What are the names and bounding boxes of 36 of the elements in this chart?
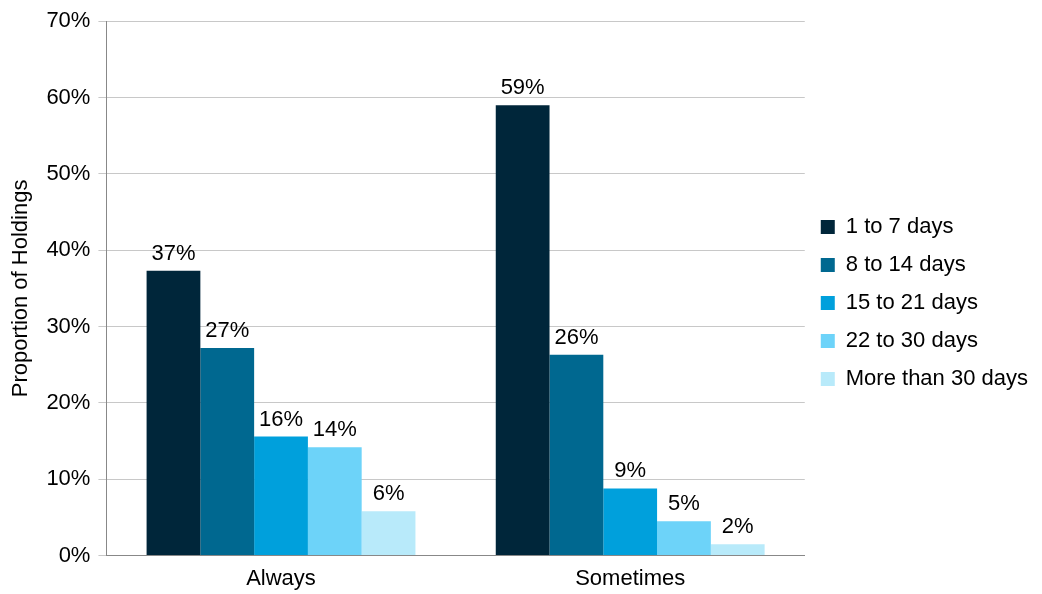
x-tick-label: Sometimes	[575, 564, 686, 590]
data-label: 5%	[668, 490, 700, 516]
y-tick-label: 0%	[58, 541, 91, 567]
data-label: 26%	[554, 323, 599, 349]
bar	[146, 270, 201, 556]
legend-label: 15 to 21 days	[845, 289, 978, 315]
y-axis-title: Proportion of Holdings	[7, 179, 33, 398]
bar	[603, 488, 658, 556]
legend-label: More than 30 days	[845, 365, 1029, 391]
legend-label: 1 to 7 days	[845, 213, 954, 239]
bar	[657, 521, 711, 556]
y-tick-label: 30%	[46, 312, 91, 338]
y-tick-label: 40%	[46, 236, 91, 262]
bar	[549, 354, 604, 556]
bar	[307, 447, 362, 556]
legend-label: 8 to 14 days	[845, 251, 966, 277]
data-label: 9%	[614, 457, 647, 483]
y-tick-label: 70%	[46, 7, 91, 33]
bar	[495, 105, 550, 556]
data-label: 37%	[151, 239, 196, 265]
data-label: 2%	[721, 513, 754, 539]
y-tick-label: 50%	[46, 159, 91, 185]
bar	[254, 436, 308, 556]
data-label: 27%	[205, 317, 250, 343]
data-label: 59%	[500, 74, 545, 100]
y-tick-label: 10%	[46, 465, 91, 491]
y-tick-label: 20%	[46, 388, 91, 414]
x-tick-label: Always	[246, 564, 316, 590]
y-tick-label: 60%	[46, 83, 91, 109]
data-label: 14%	[312, 416, 357, 442]
bar	[361, 511, 416, 556]
data-label: 6%	[372, 480, 405, 506]
bar	[710, 544, 765, 556]
data-label: 16%	[259, 405, 304, 431]
bar	[200, 347, 255, 556]
legend-label: 22 to 30 days	[845, 327, 978, 353]
